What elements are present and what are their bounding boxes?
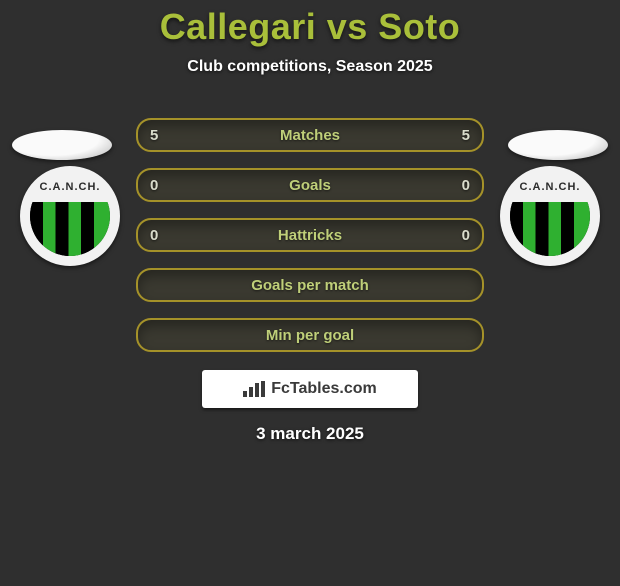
date-label: 3 march 2025 — [0, 424, 620, 444]
stat-label: Min per goal — [266, 327, 354, 344]
brand-box[interactable]: FcTables.com — [202, 370, 418, 408]
stat-row-min-per-goal: Min per goal — [136, 318, 484, 352]
stat-label: Goals — [289, 177, 331, 194]
subtitle: Club competitions, Season 2025 — [0, 58, 620, 76]
player-ellipse-right — [508, 130, 608, 160]
club-badge-right: C.A.N.CH. — [500, 166, 600, 266]
stat-left-value: 0 — [150, 170, 158, 200]
player-ellipse-left — [12, 130, 112, 160]
stat-label: Hattricks — [278, 227, 342, 244]
stat-row-goals: 0 Goals 0 — [136, 168, 484, 202]
stat-right-value: 0 — [462, 220, 470, 250]
stat-rows: 5 Matches 5 0 Goals 0 0 Hattricks 0 Goal… — [136, 118, 484, 352]
bars-icon — [243, 381, 265, 397]
stat-left-value: 0 — [150, 220, 158, 250]
page-title: Callegari vs Soto — [0, 6, 620, 48]
club-badge-left: C.A.N.CH. — [20, 166, 120, 266]
stat-row-hattricks: 0 Hattricks 0 — [136, 218, 484, 252]
stat-row-goals-per-match: Goals per match — [136, 268, 484, 302]
stat-right-value: 5 — [462, 120, 470, 150]
stat-right-value: 0 — [462, 170, 470, 200]
stat-label: Matches — [280, 127, 340, 144]
brand-text: FcTables.com — [271, 380, 377, 398]
stat-row-matches: 5 Matches 5 — [136, 118, 484, 152]
stat-left-value: 5 — [150, 120, 158, 150]
stat-label: Goals per match — [251, 277, 369, 294]
